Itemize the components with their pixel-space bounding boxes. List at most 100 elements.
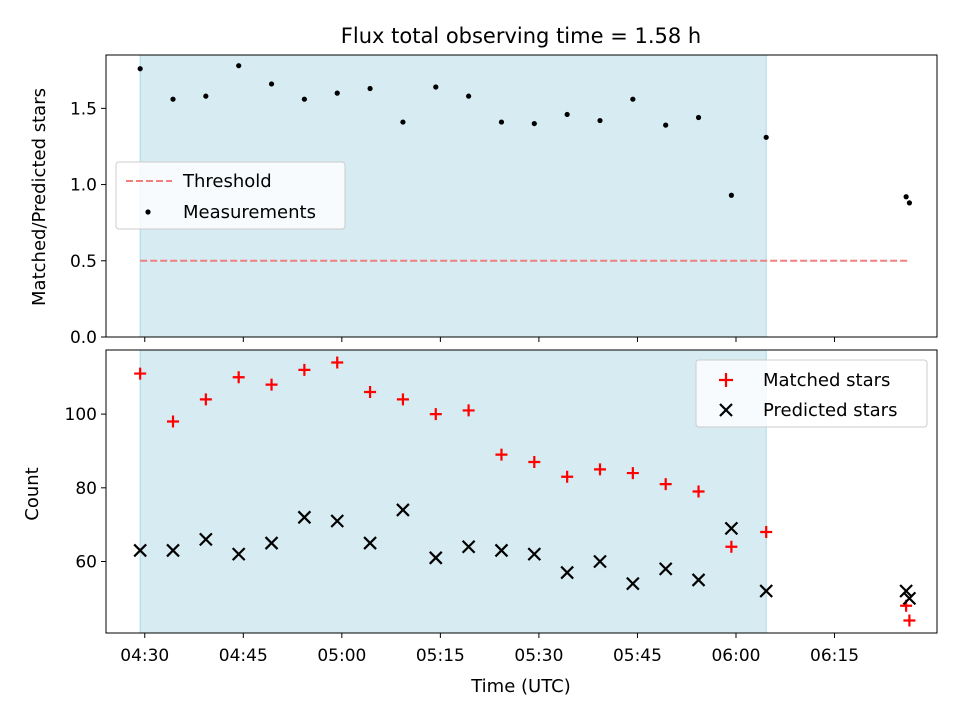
matched-star-point xyxy=(725,540,738,553)
bottom-y-tick-label: 80 xyxy=(75,479,97,499)
top-axis-ticks: 0.0 0.5 1.0 1.5 xyxy=(70,99,836,348)
measurement-point xyxy=(334,90,340,96)
legend-matched-swatch xyxy=(719,373,733,387)
measurement-point xyxy=(903,194,909,200)
bottom-legend: Matched stars Predicted stars xyxy=(695,359,928,428)
legend-threshold-label: Threshold xyxy=(182,171,272,192)
matched-star-point xyxy=(429,408,442,421)
x-tick-label: 06:00 xyxy=(711,646,760,666)
top-panel: 0.0 0.5 1.0 1.5 Threshold Measurements Flux… xyxy=(29,24,938,348)
x-tick-label: 05:30 xyxy=(514,646,563,666)
bottom-y-tick-label: 60 xyxy=(75,553,97,573)
legend-matched-label: Matched stars xyxy=(763,370,890,391)
predicted-star-point xyxy=(330,514,345,528)
x-tick-label: 04:30 xyxy=(120,646,169,666)
predicted-star-point xyxy=(724,521,739,536)
legend-measurements-label: Measurements xyxy=(183,202,316,223)
measurement-point xyxy=(367,85,373,92)
matched-star-point xyxy=(594,463,607,476)
predicted-star-point xyxy=(899,584,913,598)
measurement-point xyxy=(301,96,307,102)
x-tick-label: 04:45 xyxy=(219,646,268,666)
predicted-star-point xyxy=(363,536,377,550)
bottom-y-axis-label: Count xyxy=(22,467,43,520)
bottom-axes-frame xyxy=(105,349,938,634)
measurement-point xyxy=(498,119,505,125)
x-tick-label: 05:45 xyxy=(613,646,662,666)
matched-star-point xyxy=(364,386,377,399)
measurement-point xyxy=(728,192,734,198)
matched-star-point xyxy=(626,467,639,480)
top-y-axis-label: Matched/Predicted stars xyxy=(29,88,50,306)
predicted-star-point xyxy=(759,584,773,598)
measurement-point xyxy=(564,111,570,118)
predicted-star-point xyxy=(264,536,279,550)
measurement-point xyxy=(663,122,669,128)
matched-star-point xyxy=(528,456,541,469)
predicted-star-point xyxy=(461,539,476,554)
predicted-star-point xyxy=(902,591,917,606)
legend-measurements-swatch xyxy=(145,209,151,215)
measurement-point xyxy=(137,66,143,72)
x-tick-label: 06:15 xyxy=(810,646,859,666)
matched-star-point xyxy=(692,485,705,498)
top-legend: Threshold Measurements xyxy=(115,161,346,230)
matched-star-point xyxy=(232,371,245,384)
bottom-y-tick-label: 100 xyxy=(65,405,97,425)
predicted-star-point xyxy=(199,532,213,547)
matched-star-point xyxy=(167,415,180,428)
predicted-star-point xyxy=(494,543,509,558)
measurement-point xyxy=(203,93,209,99)
predicted-star-point xyxy=(396,503,410,517)
top-y-tick-label: 1.5 xyxy=(70,99,97,119)
predicted-star-point xyxy=(658,562,673,576)
bottom-axis-ticks: 04:30 04:45 05:00 05:15 05:30 05:45 06:00 06:15… xyxy=(65,405,859,666)
measurement-point xyxy=(170,96,176,102)
matched-star-point xyxy=(331,356,344,369)
matched-star-point xyxy=(199,393,212,406)
top-y-tick-label: 0.5 xyxy=(70,252,97,272)
predicted-star-point xyxy=(428,551,443,565)
legend-predicted-label: Predicted stars xyxy=(763,400,897,421)
legend-predicted-swatch xyxy=(719,403,733,417)
measurement-point xyxy=(433,84,439,90)
predicted-star-point xyxy=(231,547,246,561)
matched-star-point xyxy=(396,393,409,406)
matched-star-point xyxy=(134,367,147,380)
measurement-point xyxy=(531,120,537,127)
measurement-point xyxy=(466,93,472,99)
x-tick-label: 05:00 xyxy=(317,646,366,666)
measurement-point xyxy=(400,119,406,125)
matched-star-point xyxy=(462,404,475,417)
matched-star-point xyxy=(659,478,672,491)
measurement-point xyxy=(268,81,275,87)
predicted-star-point xyxy=(560,565,574,580)
top-legend-box xyxy=(115,161,346,230)
measurement-point xyxy=(763,134,769,140)
x-axis-label: Time (UTC) xyxy=(470,676,571,697)
predicted-star-point xyxy=(593,554,607,569)
measurement-point xyxy=(906,200,913,206)
matched-star-point xyxy=(903,614,916,627)
star-count-series xyxy=(133,356,917,627)
predicted-star-point xyxy=(527,547,542,561)
matched-star-point xyxy=(265,378,278,391)
top-axes-frame xyxy=(105,54,938,338)
chart-title: Flux total observing time = 1.58 h xyxy=(341,24,701,48)
predicted-star-point xyxy=(166,543,180,558)
predicted-star-point xyxy=(297,510,312,525)
matched-star-point xyxy=(298,363,311,376)
x-tick-label: 05:15 xyxy=(416,646,465,666)
measurement-point xyxy=(630,96,636,102)
predicted-star-point xyxy=(626,576,640,591)
predicted-star-point xyxy=(691,573,706,587)
bottom-panel: 04:30 04:45 05:00 05:15 05:30 05:45 06:00 06:15… xyxy=(22,349,938,697)
measurements-series xyxy=(137,63,913,206)
bottom-observing-window-shade xyxy=(139,349,767,634)
top-y-tick-label: 1.0 xyxy=(70,176,97,196)
top-y-tick-label: 0.0 xyxy=(70,328,97,348)
matched-star-point xyxy=(760,526,773,539)
bottom-legend-box xyxy=(695,359,928,428)
